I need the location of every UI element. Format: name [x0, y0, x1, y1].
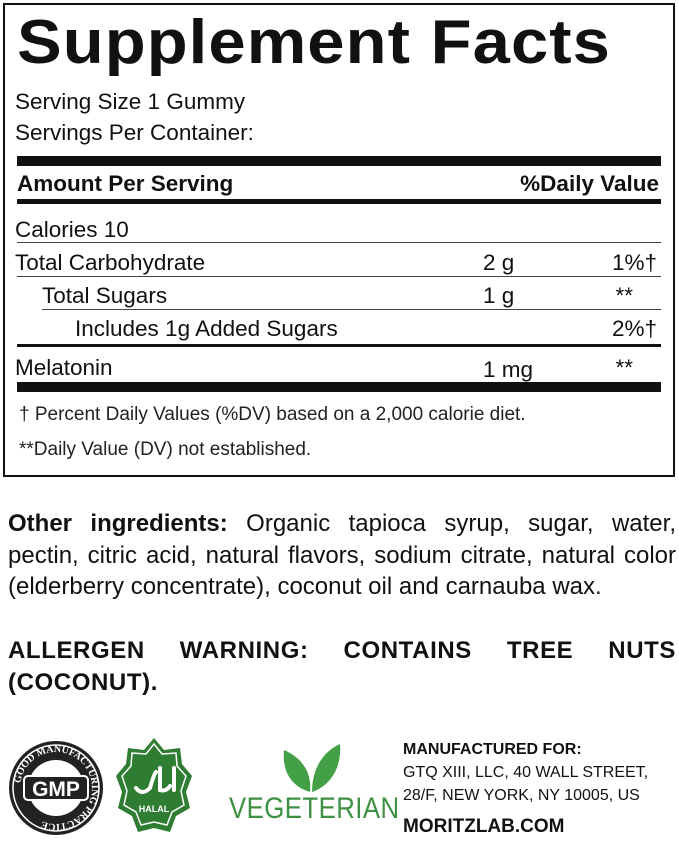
leaf-icon [283, 744, 341, 792]
amount-melatonin: 1 mg [483, 357, 534, 382]
footnote-not-established: **Daily Value (DV) not established. [19, 439, 312, 460]
row-melatonin: Melatonin [15, 355, 113, 380]
dv-melatonin: ** [615, 355, 633, 380]
vegetarian-logo: VEGETERIAN [226, 740, 399, 830]
dv-total-carb: 1%† [611, 250, 657, 275]
manufacturer-info: MANUFACTURED FOR: GTQ XIII, LLC, 40 WALL… [403, 738, 648, 838]
dv-total-sugars: ** [615, 283, 633, 308]
halal-text: HALAL [139, 804, 170, 814]
ingredients-text: Organic tapioca syrup, sugar, water, pec… [8, 510, 676, 600]
row-divider [17, 242, 661, 243]
manufacturer-line2: 28/F, NEW YORK, NY 10005, US [403, 787, 640, 804]
footnote-dv: † Percent Daily Values (%DV) based on a … [19, 404, 526, 425]
other-ingredients: Other ingredients: Organic tapioca syrup… [8, 508, 676, 603]
supplement-facts-panel: Supplement Facts Serving Size 1 Gummy Se… [3, 3, 675, 477]
ingredients-label: Other ingredients: [8, 510, 228, 537]
gmp-text: GMP [32, 778, 80, 801]
row-calories: Calories 10 [15, 217, 129, 242]
medium-divider [17, 344, 661, 347]
row-divider [42, 309, 661, 310]
row-added-sugars: Includes 1g Added Sugars [75, 316, 338, 341]
row-total-sugars: Total Sugars [42, 283, 168, 308]
header-dv: %Daily Value [520, 171, 659, 196]
medium-divider [17, 199, 661, 204]
servings-per-container: Servings Per Container: [15, 120, 254, 145]
thick-divider [17, 382, 661, 392]
row-total-carb: Total Carbohydrate [15, 250, 206, 275]
serving-size: Serving Size 1 Gummy [15, 89, 246, 114]
dv-added-sugars: 2%† [611, 316, 657, 341]
amount-total-carb: 2 g [483, 250, 515, 275]
row-divider [17, 276, 661, 277]
website-link[interactable]: MORITZLAB.COM [403, 816, 565, 837]
allergen-warning: ALLERGEN WARNING: CONTAINS TREE NUTS (CO… [8, 637, 676, 696]
manufacturer-line1: GTQ XIII, LLC, 40 WALL STREET, [403, 764, 649, 781]
gmp-badge-logo: GOOD MANUFACTURING PRACTICE GMP [7, 738, 105, 838]
thick-divider [17, 156, 661, 166]
manufacturer-heading: MANUFACTURED FOR: [403, 741, 582, 758]
panel-title: Supplement Facts [17, 8, 611, 77]
vegetarian-text: VEGETERIAN [229, 792, 400, 825]
header-amount: Amount Per Serving [17, 171, 234, 196]
amount-total-sugars: 1 g [483, 283, 515, 308]
halal-badge-logo: HALAL [114, 736, 194, 838]
